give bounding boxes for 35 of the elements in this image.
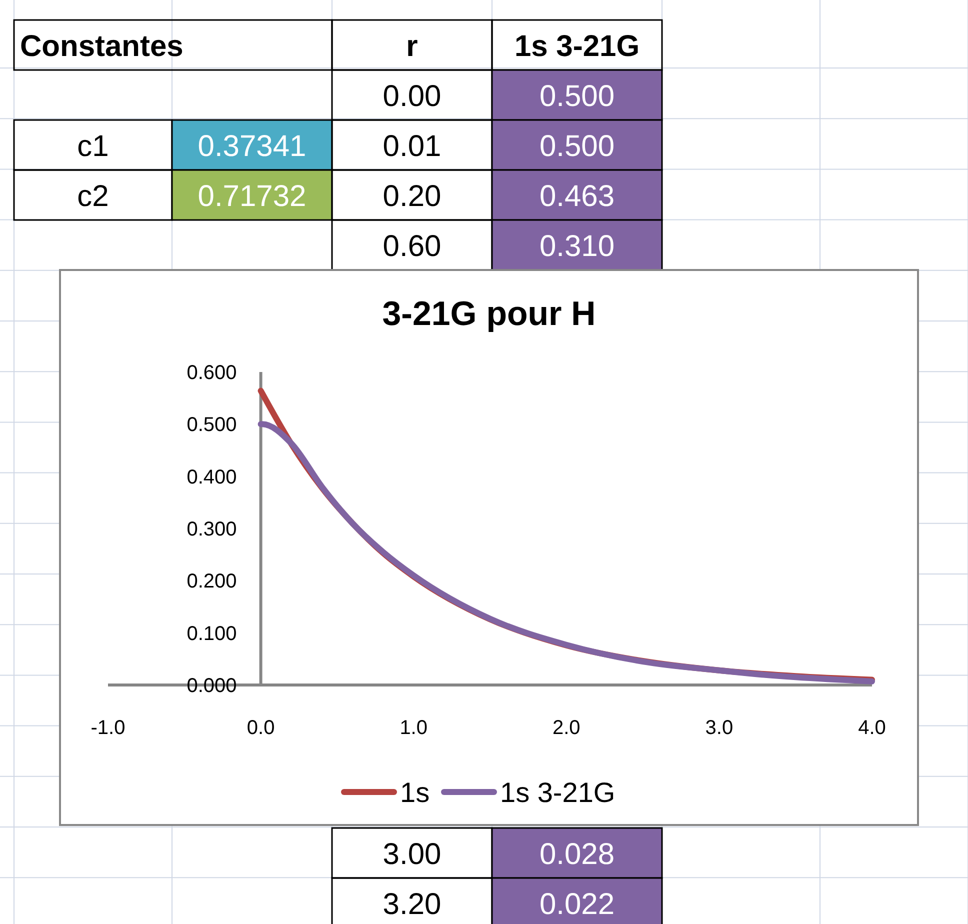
x-tick-label: 0.0: [246, 717, 275, 739]
y-tick-label: 0.600: [186, 362, 237, 384]
text: 0.500: [539, 80, 615, 113]
text: 0.01: [382, 130, 442, 163]
y-tick-label: 0.500: [186, 414, 237, 436]
text: 0.022: [539, 888, 615, 921]
y-tick-label: 0.200: [186, 570, 237, 593]
x-tick-label: 2.0: [552, 717, 580, 739]
y-tick-label: 0.400: [186, 466, 237, 488]
y-tick-label: 0.300: [186, 518, 237, 540]
text: 3.20: [382, 888, 442, 921]
x-tick-label: 1.0: [400, 717, 428, 739]
text: 0.00: [382, 80, 442, 113]
text: 1s 3-21G: [514, 30, 640, 63]
text: 3.00: [382, 838, 442, 871]
x-tick-label: -1.0: [90, 717, 126, 739]
chart-title: 3-21G pour H: [382, 295, 596, 333]
text: 0.500: [539, 130, 615, 163]
text: c1: [77, 130, 109, 163]
text: c2: [77, 180, 109, 213]
legend-label: 1s: [400, 777, 430, 808]
text: 0.310: [539, 230, 615, 263]
y-tick-label: 0.000: [186, 675, 237, 697]
x-tick-label: 4.0: [858, 717, 886, 739]
text: 0.60: [382, 230, 442, 263]
text: 0.028: [539, 838, 615, 871]
text: 0.463: [539, 180, 615, 213]
text: r: [406, 30, 418, 63]
text: 0.37341: [198, 130, 306, 163]
text: 0.71732: [198, 180, 306, 213]
text: Constantes: [20, 30, 184, 63]
y-tick-label: 0.100: [186, 622, 237, 645]
text: 0.20: [382, 180, 442, 213]
x-tick-label: 3.0: [705, 717, 734, 739]
legend-label: 1s 3-21G: [500, 777, 616, 808]
